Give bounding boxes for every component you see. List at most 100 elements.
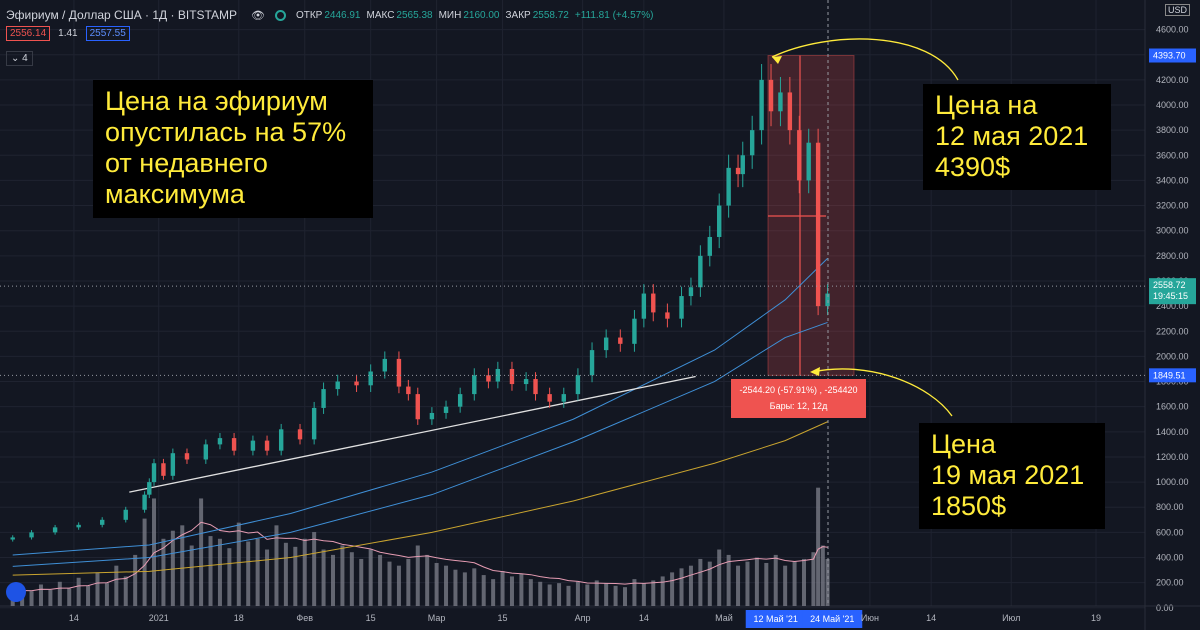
- x-tick-label: 14: [639, 613, 649, 623]
- candle-body: [495, 368, 501, 382]
- x-tick-label: 18: [234, 613, 244, 623]
- volume-bar: [585, 584, 590, 606]
- volume-bar: [76, 577, 81, 606]
- candle-body: [250, 440, 256, 451]
- volume-bar: [500, 571, 505, 606]
- change-value: +111.81 (+4.57%): [574, 9, 654, 21]
- candle-body: [486, 375, 491, 382]
- note-bottom-right: Цена 19 мая 2021 1850$: [919, 423, 1105, 529]
- candle-body: [429, 412, 435, 420]
- volume-bar: [783, 565, 788, 606]
- y-tick-label: 4600.00: [1156, 25, 1189, 35]
- close-label: ЗАКР: [505, 9, 531, 21]
- volume-bar: [95, 572, 100, 606]
- volume-bar: [227, 548, 232, 606]
- close-value: 2558.72: [532, 9, 569, 21]
- candle-body: [170, 453, 176, 476]
- volume-bar: [321, 549, 326, 606]
- y-tick-label: 4200.00: [1156, 75, 1189, 85]
- x-tick-label: 15: [366, 613, 376, 623]
- volume-bar: [302, 538, 307, 606]
- volume-bar: [641, 583, 646, 606]
- arrow-top: [771, 38, 959, 81]
- volume-bar: [199, 498, 204, 606]
- volume-bar: [208, 536, 213, 606]
- volume-bar: [594, 580, 599, 606]
- indicators-toggle[interactable]: ⌄ 4: [6, 51, 33, 66]
- volume-bar: [764, 562, 769, 606]
- candle-body: [561, 394, 566, 402]
- volume-bar: [123, 576, 128, 606]
- volume-bar: [104, 583, 109, 606]
- candle-body: [759, 79, 764, 131]
- ma-mid-line: [12, 321, 828, 567]
- volume-bar: [274, 525, 279, 606]
- volume-bar: [688, 565, 693, 606]
- low-price-label: 1849.51: [1153, 370, 1186, 380]
- candle-body: [29, 532, 34, 538]
- trendline: [129, 375, 696, 493]
- arrow-top-head: [772, 56, 782, 64]
- x-tick-label: Апр: [575, 613, 591, 623]
- volume-bar: [368, 549, 373, 606]
- indicators-count: 4: [22, 53, 28, 64]
- candle-body: [406, 386, 411, 395]
- candle-body: [717, 205, 722, 237]
- volume-bar: [679, 568, 684, 606]
- volume-bar: [29, 591, 34, 606]
- volume-bar: [566, 585, 571, 606]
- candle-body: [768, 79, 774, 112]
- low-price-label-bg: [1149, 368, 1196, 383]
- x-tick-label: 2021: [149, 613, 169, 623]
- chart-header: Эфириум / Доллар США · 1Д · BITSTAMP 👁 О…: [6, 6, 659, 24]
- high-price-label-bg: [1149, 48, 1196, 63]
- chevron-down-icon: ⌄: [11, 53, 20, 64]
- currency-badge[interactable]: USD: [1164, 4, 1190, 16]
- candle-body: [443, 406, 449, 413]
- note-left: Цена на эфириум опустилась на 57% от нед…: [93, 80, 373, 218]
- volume-bar: [660, 576, 665, 606]
- volume-bar: [491, 579, 496, 606]
- eye-icon[interactable]: 👁: [250, 9, 265, 22]
- volume-bar: [283, 542, 288, 606]
- x-tick-label: Июл: [1002, 613, 1020, 623]
- volume-bar: [651, 580, 656, 606]
- volume-bar: [265, 549, 270, 606]
- candle-body: [264, 440, 270, 451]
- volume-bar: [745, 561, 750, 606]
- volume-bar: [604, 583, 609, 606]
- note-top-right: Цена на 12 мая 2021 4390$: [923, 84, 1111, 190]
- candle-body: [787, 92, 793, 131]
- volume-bar: [632, 579, 637, 606]
- candle-body: [142, 494, 147, 510]
- volume-bar: [444, 565, 449, 606]
- volume-bar: [359, 558, 364, 606]
- candle-body: [815, 142, 821, 307]
- volume-bar: [801, 558, 806, 606]
- volume-bar: [236, 522, 241, 606]
- candle-body: [368, 371, 373, 386]
- spread-value: 1.41: [58, 28, 78, 39]
- symbol-title[interactable]: Эфириум / Доллар США · 1Д · BITSTAMP: [6, 8, 237, 22]
- volume-bar: [48, 589, 53, 606]
- candle-body: [698, 255, 703, 288]
- candle-body: [509, 368, 515, 385]
- candle-body: [632, 318, 637, 344]
- candle-body: [778, 92, 783, 112]
- candle-body: [688, 287, 694, 297]
- candle-body: [76, 524, 81, 528]
- candle-body: [641, 293, 647, 319]
- sell-button[interactable]: 2556.14: [6, 26, 51, 41]
- time-highlight-bg: [802, 610, 863, 628]
- candle-body: [231, 438, 237, 451]
- volume-bar: [152, 498, 157, 606]
- candle-body: [278, 429, 284, 451]
- candle-body: [825, 293, 830, 307]
- volume-bar: [811, 552, 816, 606]
- x-tick-label: 19: [1091, 613, 1101, 623]
- buy-button[interactable]: 2557.55: [85, 26, 130, 41]
- volume-bar: [698, 558, 703, 606]
- volume-bar: [528, 579, 533, 606]
- volume-bar: [481, 575, 486, 606]
- measure-change: -2544.20 (-57.91%) , -254420: [739, 385, 858, 395]
